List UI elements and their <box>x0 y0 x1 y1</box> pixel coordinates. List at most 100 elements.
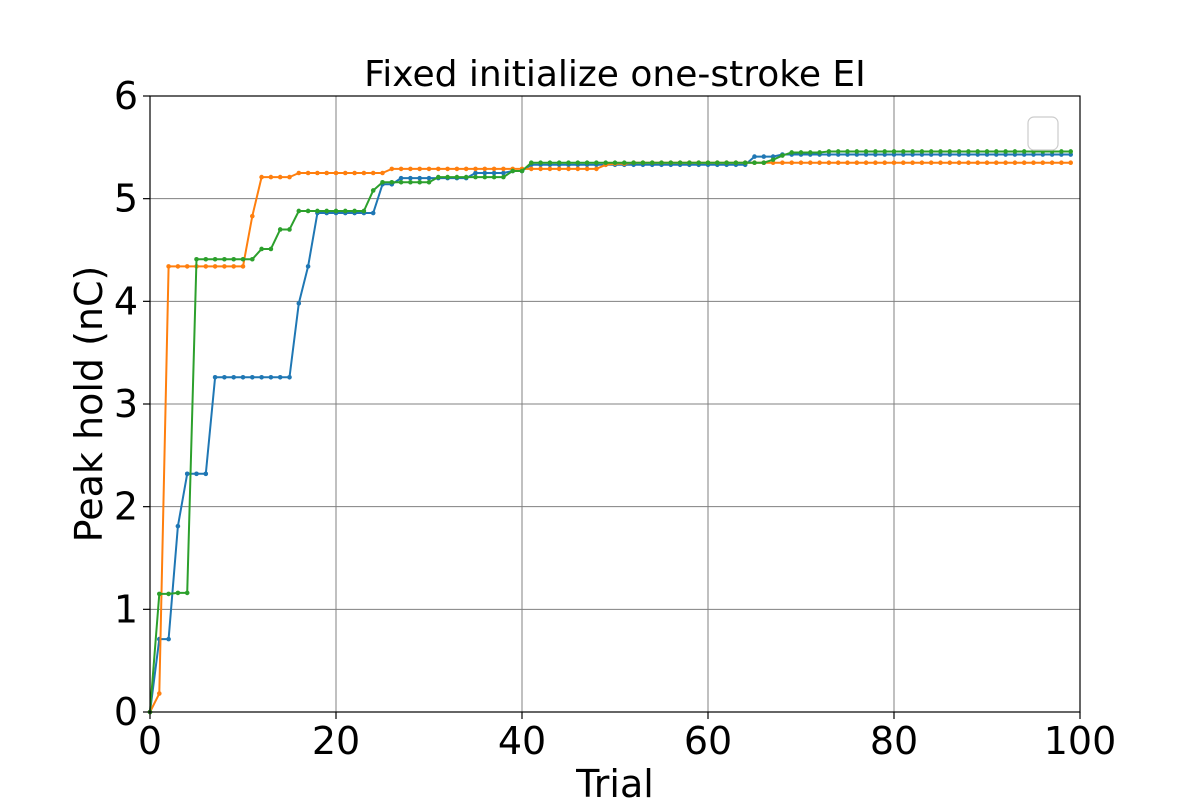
data-point-1-44 <box>556 166 562 172</box>
data-point-2-91 <box>994 149 999 154</box>
data-point-1-20 <box>333 170 339 176</box>
data-point-2-17 <box>305 208 311 214</box>
data-point-0-38 <box>501 170 506 176</box>
data-point-1-46 <box>575 166 581 172</box>
data-point-0-30 <box>426 175 432 181</box>
data-point-1-6 <box>203 264 209 269</box>
data-point-0-5 <box>194 471 199 477</box>
x-tick-label-4: 80 <box>870 719 918 763</box>
series-line-2 <box>149 150 1071 713</box>
data-point-0-35 <box>473 170 478 176</box>
data-point-0-12 <box>259 375 264 380</box>
data-point-1-84 <box>928 160 934 166</box>
data-point-2-67 <box>770 157 776 162</box>
data-point-2-82 <box>910 149 915 154</box>
data-point-2-47 <box>584 160 590 166</box>
data-point-0-27 <box>398 175 404 181</box>
legend-box <box>1027 116 1059 151</box>
data-point-0-37 <box>491 170 497 176</box>
data-point-1-26 <box>389 166 395 172</box>
data-point-2-70 <box>798 150 804 155</box>
data-point-2-34 <box>463 174 469 180</box>
data-point-2-77 <box>863 149 869 154</box>
data-point-0-65 <box>752 154 757 159</box>
data-point-2-45 <box>566 160 571 166</box>
data-point-0-2 <box>166 636 171 642</box>
data-point-2-37 <box>491 174 497 180</box>
data-point-2-7 <box>212 256 218 262</box>
x-tick-label-5: 100 <box>1044 719 1117 763</box>
data-point-0-11 <box>250 375 255 380</box>
y-tick-label-4: 4 <box>114 279 138 323</box>
data-point-1-68 <box>780 160 785 166</box>
data-point-2-65 <box>752 160 757 166</box>
data-point-2-28 <box>408 179 413 185</box>
y-tick-label-0: 0 <box>114 690 138 734</box>
data-point-1-29 <box>417 166 423 172</box>
data-point-1-88 <box>966 160 971 166</box>
data-point-1-78 <box>873 160 878 166</box>
x-tick-label-0: 0 <box>138 719 162 763</box>
data-point-2-89 <box>975 149 980 154</box>
data-point-2-69 <box>789 150 794 155</box>
data-point-0-29 <box>417 175 423 181</box>
data-point-1-7 <box>212 264 218 269</box>
data-point-1-2 <box>166 264 171 269</box>
data-point-2-98 <box>1059 149 1064 154</box>
data-point-0-7 <box>212 375 218 380</box>
data-point-2-71 <box>808 150 813 155</box>
data-point-2-87 <box>956 149 962 154</box>
data-point-2-84 <box>928 149 934 154</box>
data-point-2-74 <box>835 149 841 154</box>
data-point-2-43 <box>547 160 553 166</box>
data-point-1-22 <box>352 170 357 176</box>
data-point-1-32 <box>445 166 450 172</box>
series-line-1 <box>149 161 1071 713</box>
data-point-0-66 <box>761 154 767 159</box>
data-point-2-27 <box>398 179 404 185</box>
data-point-2-90 <box>984 149 990 154</box>
data-point-2-18 <box>315 208 320 214</box>
data-point-1-93 <box>1012 160 1018 166</box>
data-point-2-62 <box>724 160 729 166</box>
data-point-1-28 <box>408 166 413 172</box>
data-point-2-36 <box>482 174 488 180</box>
y-tick-label-2: 2 <box>114 485 138 529</box>
data-point-2-44 <box>556 160 562 166</box>
data-point-2-1 <box>157 591 162 597</box>
data-point-1-37 <box>491 166 497 172</box>
data-point-2-94 <box>1021 149 1027 154</box>
data-point-2-33 <box>454 174 460 180</box>
y-tick-label-3: 3 <box>114 382 138 426</box>
data-point-1-1 <box>157 691 162 696</box>
data-point-2-21 <box>343 208 348 214</box>
data-point-1-41 <box>529 166 534 172</box>
data-point-1-81 <box>901 160 906 166</box>
data-point-2-61 <box>715 160 720 166</box>
data-point-0-36 <box>482 170 488 176</box>
data-point-1-69 <box>789 160 794 166</box>
data-point-2-75 <box>845 149 850 154</box>
data-point-1-36 <box>482 166 488 172</box>
data-point-0-24 <box>370 210 376 216</box>
y-axis-label: Peak hold (nC) <box>67 266 111 543</box>
data-point-1-15 <box>287 174 292 180</box>
data-point-2-32 <box>445 174 450 180</box>
data-point-0-17 <box>305 264 311 269</box>
data-point-2-60 <box>705 160 711 166</box>
data-point-2-15 <box>287 227 292 232</box>
data-point-2-64 <box>742 160 748 166</box>
data-point-1-12 <box>259 174 264 180</box>
data-point-1-94 <box>1021 160 1027 166</box>
data-point-1-14 <box>277 174 283 180</box>
data-point-1-19 <box>324 170 330 176</box>
data-point-2-6 <box>203 256 209 262</box>
x-axis-label: Trial <box>575 762 654 800</box>
data-point-2-48 <box>594 160 599 166</box>
data-point-0-3 <box>175 523 181 529</box>
data-point-2-80 <box>891 149 897 154</box>
data-point-1-35 <box>473 166 478 172</box>
data-point-2-76 <box>854 149 860 154</box>
data-point-2-22 <box>352 208 357 214</box>
